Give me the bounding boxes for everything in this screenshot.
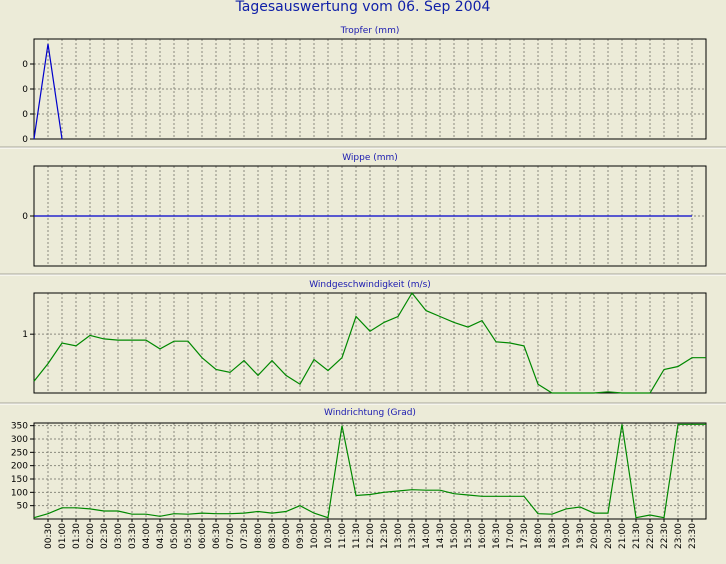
- x-tick-label: 19:00: [562, 523, 572, 549]
- x-tick-label: 23:30: [688, 523, 698, 549]
- x-tick-label: 00:30: [44, 523, 54, 549]
- y-tick-label: 0: [22, 212, 28, 222]
- x-tick-label: 22:30: [660, 523, 670, 549]
- x-tick-label: 04:00: [142, 523, 152, 549]
- x-tick-label: 01:00: [58, 523, 68, 549]
- x-tick-label: 17:00: [506, 523, 516, 549]
- x-tick-label: 02:00: [86, 523, 96, 549]
- x-tick-label: 05:30: [184, 523, 194, 549]
- panel-title: Tropfer (mm): [340, 26, 400, 36]
- y-tick-label: 350: [11, 422, 28, 432]
- x-tick-label: 11:30: [352, 523, 362, 549]
- plot-frame: [33, 292, 707, 394]
- x-tick-label: 11:00: [338, 523, 348, 549]
- panel-title: Windgeschwindigkeit (m/s): [309, 280, 431, 290]
- y-tick-label: 150: [11, 475, 28, 485]
- series-line: [33, 291, 706, 394]
- x-tick-label: 02:30: [100, 523, 110, 549]
- y-tick-label: 250: [11, 448, 28, 458]
- y-tick-label: 0: [22, 110, 28, 120]
- y-tick-label: 0: [22, 85, 28, 95]
- x-tick-label: 22:00: [646, 523, 656, 549]
- x-tick-label: 16:00: [478, 523, 488, 549]
- x-tick-label: 03:00: [114, 523, 124, 549]
- y-tick-label: 0: [22, 60, 28, 70]
- x-tick-label: 12:00: [366, 523, 376, 549]
- x-tick-label: 09:30: [296, 523, 306, 549]
- chart-panel: Wippe (mm) 0: [22, 153, 707, 267]
- y-tick-label: 0: [22, 135, 28, 145]
- x-tick-label: 14:00: [422, 523, 432, 549]
- y-tick-label: 300: [11, 435, 28, 445]
- y-tick-label: 200: [11, 462, 28, 472]
- x-tick-label: 08:00: [254, 523, 264, 549]
- y-tick-label: 50: [17, 502, 29, 512]
- y-tick-label: 1: [22, 330, 28, 340]
- panel-title: Wippe (mm): [342, 153, 398, 163]
- x-tick-label: 21:00: [618, 523, 628, 549]
- chart-panel: Tropfer (mm) 0 0 0 0: [22, 26, 707, 145]
- x-tick-label: 10:00: [310, 523, 320, 549]
- x-tick-label: 01:30: [72, 523, 82, 549]
- x-tick-label: 18:00: [534, 523, 544, 549]
- x-tick-label: 07:30: [240, 523, 250, 549]
- chart-panel: Windrichtung (Grad) 50 100 150 200 250 300 350: [11, 408, 707, 520]
- x-tick-label: 09:00: [282, 523, 292, 549]
- x-tick-label: 13:30: [408, 523, 418, 549]
- x-tick-label: 15:30: [464, 523, 474, 549]
- y-tick-label: 100: [11, 488, 28, 498]
- chart-panel: Windgeschwindigkeit (m/s) 1: [22, 280, 707, 394]
- x-tick-label: 19:30: [576, 523, 586, 549]
- series-line: [33, 423, 706, 519]
- panel-title: Windrichtung (Grad): [324, 408, 416, 418]
- x-tick-label: 18:30: [548, 523, 558, 549]
- x-tick-label: 13:00: [394, 523, 404, 549]
- x-tick-label: 20:30: [604, 523, 614, 549]
- x-tick-label: 15:00: [450, 523, 460, 549]
- plot-frame: [33, 38, 707, 140]
- x-tick-label: 16:30: [492, 523, 502, 549]
- x-tick-label: 03:30: [128, 523, 138, 549]
- x-tick-label: 14:30: [436, 523, 446, 549]
- x-tick-label: 20:00: [590, 523, 600, 549]
- x-tick-label: 05:00: [170, 523, 180, 549]
- x-tick-label: 06:30: [212, 523, 222, 549]
- x-tick-label: 07:00: [226, 523, 236, 549]
- main-title: Tagesauswertung vom 06. Sep 2004: [235, 0, 491, 15]
- series-line: [33, 43, 63, 140]
- x-tick-label: 04:30: [156, 523, 166, 549]
- x-tick-label: 17:30: [520, 523, 530, 549]
- x-tick-label: 23:00: [674, 523, 684, 549]
- x-tick-label: 08:30: [268, 523, 278, 549]
- x-tick-label: 12:30: [380, 523, 390, 549]
- x-tick-label: 21:30: [632, 523, 642, 549]
- x-tick-label: 06:00: [198, 523, 208, 549]
- x-tick-label: 10:30: [324, 523, 334, 549]
